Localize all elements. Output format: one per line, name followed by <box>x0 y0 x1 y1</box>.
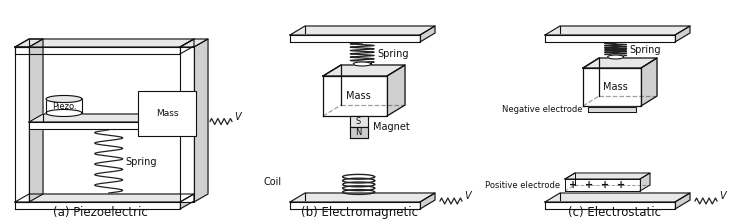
Text: (b) Electromagnetic: (b) Electromagnetic <box>301 206 418 219</box>
Polygon shape <box>15 194 194 202</box>
Text: V: V <box>464 191 471 201</box>
Polygon shape <box>46 99 82 113</box>
Polygon shape <box>640 173 650 191</box>
Text: Positive electrode: Positive electrode <box>485 181 560 190</box>
Polygon shape <box>545 26 690 35</box>
Text: +: + <box>569 180 577 190</box>
Polygon shape <box>180 39 208 47</box>
Polygon shape <box>180 39 194 54</box>
Text: Negative electrode: Negative electrode <box>502 105 583 114</box>
Text: Magnet: Magnet <box>373 122 409 132</box>
Text: Piezo.: Piezo. <box>52 101 76 110</box>
Text: +: + <box>585 180 593 190</box>
Polygon shape <box>420 26 435 42</box>
Polygon shape <box>194 39 208 202</box>
Polygon shape <box>608 55 624 59</box>
Text: V: V <box>234 112 240 121</box>
Text: Spring: Spring <box>630 45 661 55</box>
Polygon shape <box>29 122 180 129</box>
Polygon shape <box>290 202 420 209</box>
Polygon shape <box>180 114 194 129</box>
Polygon shape <box>545 202 675 209</box>
Polygon shape <box>675 193 690 209</box>
Text: V: V <box>719 191 726 201</box>
Polygon shape <box>323 76 387 116</box>
Polygon shape <box>349 116 368 127</box>
Polygon shape <box>565 173 650 179</box>
Text: Spring: Spring <box>377 49 408 59</box>
Polygon shape <box>15 39 194 47</box>
Polygon shape <box>583 58 657 68</box>
Text: (a) Piezoelectric: (a) Piezoelectric <box>53 206 147 219</box>
Polygon shape <box>588 107 636 112</box>
Polygon shape <box>349 127 368 138</box>
Polygon shape <box>46 110 82 116</box>
Polygon shape <box>583 68 641 106</box>
Text: Mass: Mass <box>155 109 178 118</box>
Polygon shape <box>15 47 29 202</box>
Polygon shape <box>29 114 194 122</box>
Polygon shape <box>180 194 194 209</box>
Text: Mass: Mass <box>346 91 371 101</box>
Text: Mass: Mass <box>603 82 628 92</box>
Text: Coil: Coil <box>264 177 282 187</box>
Polygon shape <box>46 95 82 103</box>
Polygon shape <box>545 193 690 202</box>
Polygon shape <box>353 62 371 66</box>
Text: +: + <box>617 180 625 190</box>
Polygon shape <box>675 26 690 42</box>
Polygon shape <box>420 193 435 209</box>
Text: (c) Electrostatic: (c) Electrostatic <box>568 206 661 219</box>
Text: +: + <box>601 180 609 190</box>
Polygon shape <box>641 58 657 106</box>
Text: Spring: Spring <box>126 157 157 166</box>
Polygon shape <box>290 35 420 42</box>
Polygon shape <box>290 26 435 35</box>
Polygon shape <box>387 65 405 116</box>
Polygon shape <box>180 47 194 202</box>
Polygon shape <box>290 193 435 202</box>
Text: S: S <box>356 117 361 126</box>
Polygon shape <box>323 65 405 76</box>
Polygon shape <box>545 35 675 42</box>
Polygon shape <box>15 39 43 47</box>
Polygon shape <box>15 47 180 54</box>
Text: N: N <box>355 128 362 137</box>
Polygon shape <box>565 179 640 191</box>
Polygon shape <box>29 39 43 202</box>
Polygon shape <box>15 202 180 209</box>
